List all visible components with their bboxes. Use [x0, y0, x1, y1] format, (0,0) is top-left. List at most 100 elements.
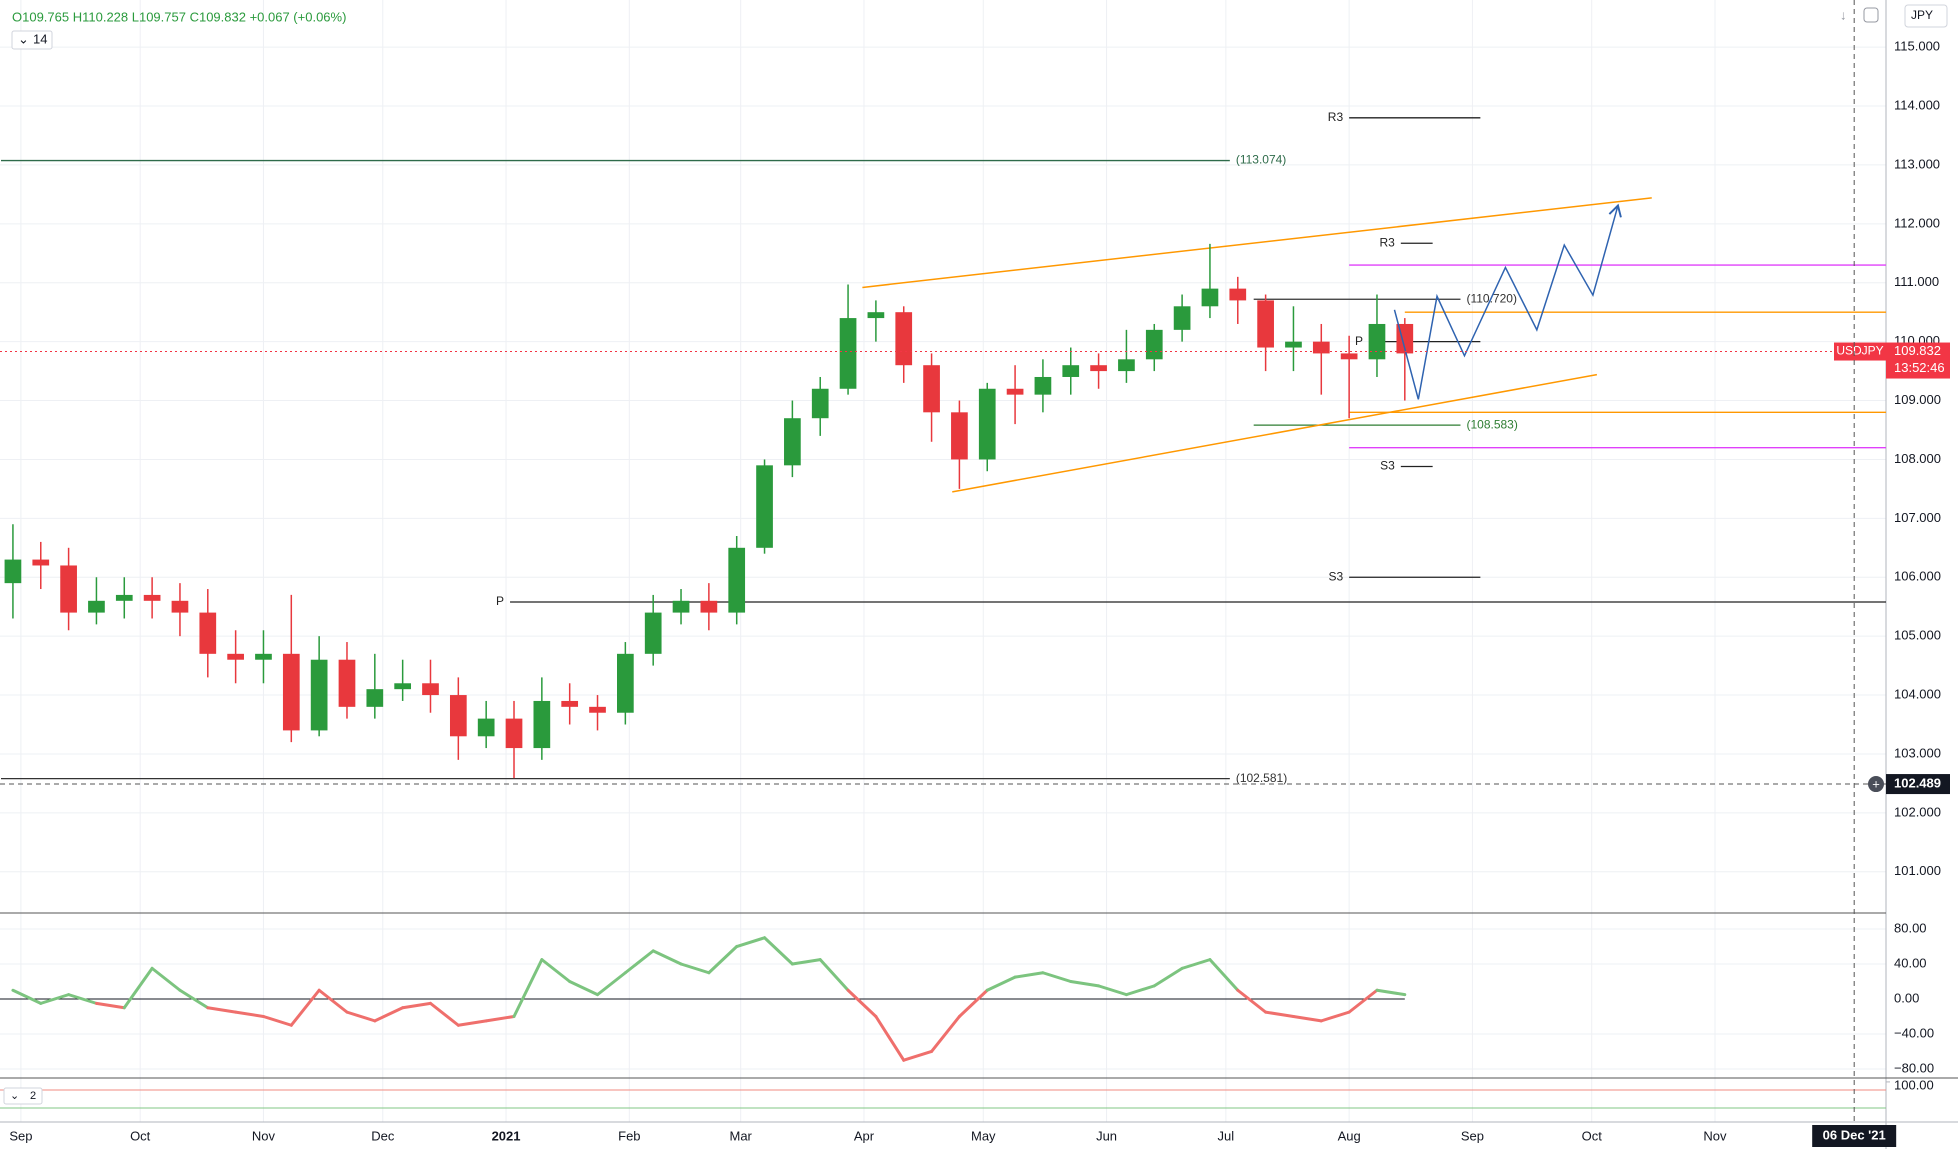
y-tick-label: 80.00: [1894, 920, 1927, 935]
oscillator-segment: [1013, 971, 1045, 979]
ohlc-legend: O109.765 H110.228 L109.757 C109.832 +0.0…: [12, 9, 346, 24]
y-tick-label: 106.000: [1894, 569, 1941, 584]
candle-body: [1090, 365, 1107, 372]
oscillator-segment: [874, 1014, 906, 1062]
oscillator-segment: [707, 945, 739, 975]
y-tick-label: 111.000: [1894, 274, 1939, 289]
symbol-label: USDJPY: [1836, 344, 1883, 358]
candle-body: [1201, 288, 1219, 307]
candle-body: [978, 388, 996, 460]
candle-body: [617, 653, 634, 713]
x-tick-label: Feb: [618, 1128, 640, 1143]
oscillator-segment: [1319, 1010, 1351, 1023]
level-label: S3: [1328, 569, 1343, 583]
pane-chip[interactable]: [3, 1087, 43, 1105]
candle-body: [839, 318, 857, 389]
oscillator-segment: [428, 1001, 460, 1027]
crosshair-price-tag: [1886, 774, 1950, 795]
symbol-tag: [1834, 342, 1886, 361]
level-label: S3: [1380, 459, 1395, 473]
oscillator-segment: [178, 988, 210, 1010]
x-tick-label: Sep: [1461, 1128, 1484, 1143]
oscillator-segment: [623, 949, 655, 975]
candle-body: [143, 594, 161, 601]
oscillator-segment: [373, 1006, 405, 1023]
level-label: P: [1355, 334, 1363, 348]
y-tick-label: 104.000: [1894, 686, 1941, 701]
oscillator-segment: [1208, 958, 1240, 992]
oscillator-segment: [1152, 966, 1184, 988]
candle-body: [171, 600, 189, 613]
candle-body: [1145, 329, 1163, 360]
candle-body: [1312, 341, 1330, 354]
oscillator-segment: [150, 966, 182, 992]
candle-body: [811, 388, 829, 419]
oscillator-segment: [1375, 988, 1407, 997]
x-tick-label: Jul: [1218, 1128, 1235, 1143]
oscillator-segment: [930, 1014, 961, 1053]
candle-body: [422, 683, 439, 696]
last-price-label: 109.832: [1894, 343, 1941, 358]
oscillator-segment: [317, 988, 349, 1014]
trendline: [862, 197, 1652, 289]
candle-body: [310, 659, 328, 731]
y-tick-label: 112.000: [1894, 215, 1940, 230]
y-tick-label: 103.000: [1894, 745, 1941, 760]
oscillator-segment: [568, 980, 600, 997]
y-tick-label: 100.00: [1894, 1077, 1934, 1092]
y-tick-label: 109.000: [1894, 392, 1941, 407]
candle-body: [88, 600, 105, 613]
download-icon[interactable]: ↓: [1840, 7, 1847, 22]
pane-collapse: ⌄: [10, 1090, 19, 1102]
oscillator-segment: [122, 966, 154, 1010]
y-tick-label: 101.000: [1894, 863, 1941, 878]
oscillator-segment: [401, 1001, 432, 1010]
x-tick-label: Nov: [252, 1128, 276, 1143]
candle-body: [589, 706, 606, 713]
x-tick-label: Mar: [729, 1128, 752, 1143]
candle-body: [951, 412, 968, 460]
candle-body: [561, 700, 579, 707]
candle-body: [1006, 388, 1024, 395]
candle-body: [1173, 306, 1191, 330]
oscillator-segment: [1347, 988, 1379, 1014]
indicator-chip[interactable]: [11, 30, 53, 50]
oscillator-segment: [39, 993, 71, 1005]
candle-body: [1368, 323, 1386, 360]
countdown-label: 13:52:46: [1894, 360, 1945, 375]
x-tick-label: Aug: [1338, 1128, 1361, 1143]
oscillator-segment: [67, 993, 98, 1005]
oscillator-segment: [957, 988, 989, 1018]
level-label: (108.583): [1466, 417, 1517, 431]
currency-label: JPY: [1911, 8, 1933, 22]
candle-body: [60, 565, 77, 613]
currency-button[interactable]: [1904, 4, 1948, 28]
add-level-icon: +: [1872, 776, 1880, 791]
oscillator-segment: [1097, 984, 1128, 997]
level-label: R3: [1328, 110, 1344, 124]
candle-body: [1340, 353, 1358, 360]
x-tick-label: Oct: [1582, 1128, 1603, 1143]
oscillator-segment: [1180, 958, 1212, 970]
y-tick-label: 113.000: [1894, 156, 1940, 171]
candle-body: [1257, 300, 1274, 348]
candle-body: [1118, 359, 1135, 372]
oscillator-segment: [484, 1014, 516, 1023]
candle-body: [867, 312, 885, 319]
crosshair-price-label: 102.489: [1894, 775, 1941, 790]
oscillator-segment: [512, 958, 544, 1018]
candle-body: [700, 600, 718, 613]
y-tick-label: −40.00: [1894, 1025, 1934, 1040]
snapshot-icon[interactable]: [1863, 7, 1879, 23]
candle-body: [449, 695, 467, 737]
x-tick-label: Apr: [854, 1128, 875, 1143]
oscillator-segment: [345, 1010, 377, 1023]
oscillator-segment: [1124, 984, 1156, 997]
price-tag: [1886, 342, 1950, 379]
add-level-button[interactable]: [1868, 776, 1884, 793]
pane-count: 2: [30, 1090, 36, 1102]
oscillator-segment: [289, 988, 321, 1027]
y-tick-label: 40.00: [1894, 955, 1927, 970]
